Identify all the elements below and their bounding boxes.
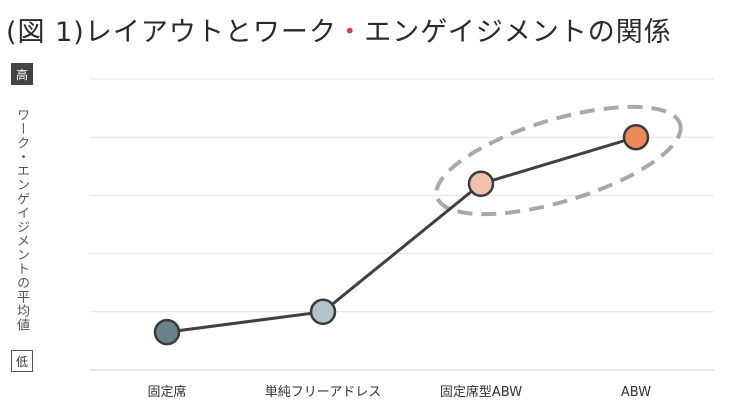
data-point xyxy=(309,298,337,326)
title-dot: ・ xyxy=(336,17,365,48)
y-high-badge: 高 xyxy=(11,63,33,85)
series-line xyxy=(166,135,637,334)
data-point xyxy=(622,123,650,151)
x-tick-label: 固定席 xyxy=(147,384,186,400)
y-axis-label: ワーク・エンゲイジメントの平均値 xyxy=(14,108,29,332)
title-text-part2: エンゲイジメントの関係 xyxy=(364,17,672,48)
data-point xyxy=(153,318,181,346)
data-point xyxy=(467,170,495,198)
chart-title: (図 1)レイアウトとワーク・エンゲイジメントの関係 xyxy=(6,10,672,49)
y-low-badge: 低 xyxy=(11,350,33,372)
x-tick-label: 単純フリーアドレス xyxy=(265,384,381,400)
title-text-part1: (図 1)レイアウトとワーク xyxy=(6,17,337,48)
x-tick-label: ABW xyxy=(621,385,651,400)
x-tick-label: 固定席型ABW xyxy=(440,384,522,400)
highlight-ellipse xyxy=(434,104,683,217)
